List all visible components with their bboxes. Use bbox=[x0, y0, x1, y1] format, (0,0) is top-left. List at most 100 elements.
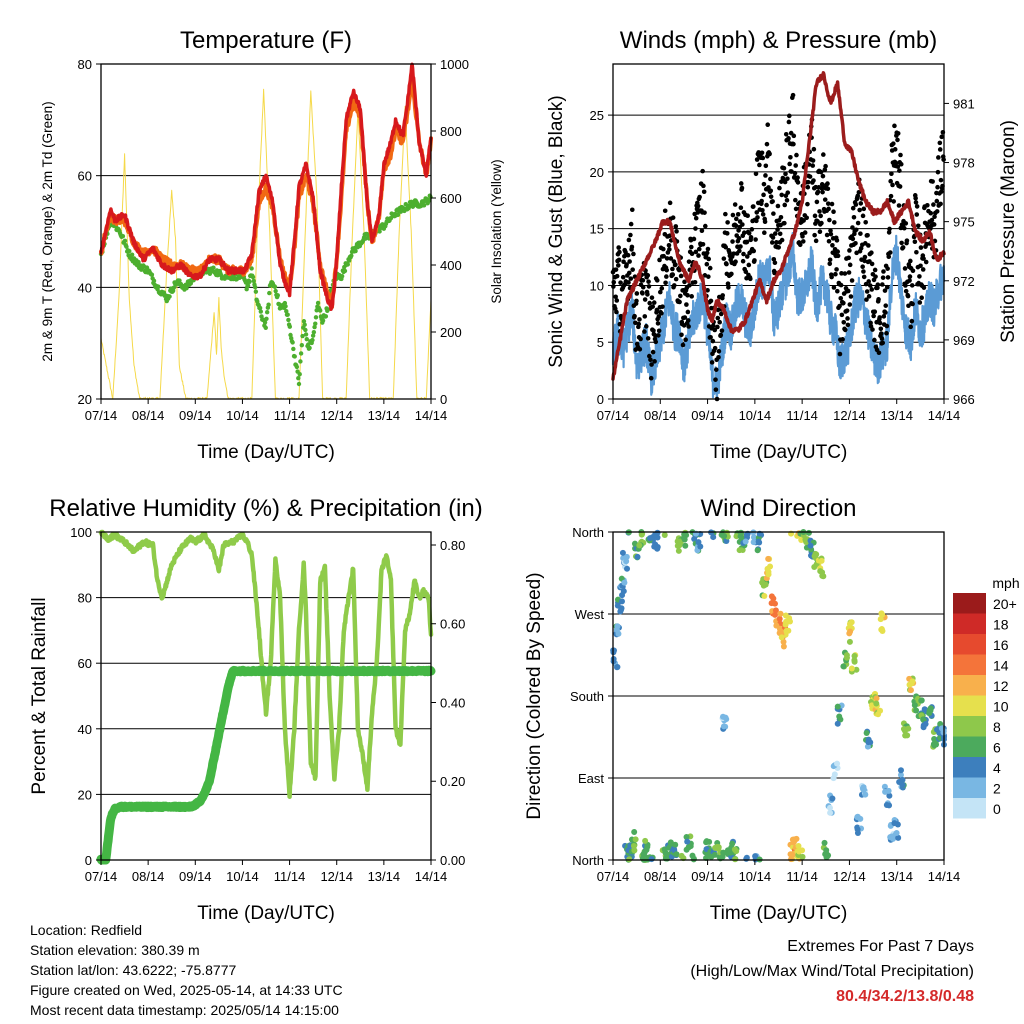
gust-point bbox=[865, 232, 870, 238]
direction-point bbox=[780, 643, 787, 650]
gust-point bbox=[858, 201, 864, 206]
direction-point bbox=[620, 588, 627, 595]
colorbar-tick-label: 20+ bbox=[993, 596, 1017, 612]
colorbar-swatch bbox=[953, 695, 986, 716]
direction-point bbox=[754, 547, 761, 554]
gust-point bbox=[615, 263, 621, 268]
dewpoint-point bbox=[395, 212, 401, 217]
direction-point bbox=[854, 814, 861, 821]
dewpoint-point bbox=[353, 248, 358, 254]
gust-point bbox=[647, 353, 652, 359]
gust-point bbox=[744, 254, 750, 259]
gust-point bbox=[811, 178, 816, 183]
gust-point bbox=[835, 288, 840, 294]
chart-title: Temperature (F) bbox=[180, 27, 352, 54]
direction-point bbox=[683, 833, 690, 840]
dewpoint-point bbox=[307, 345, 312, 351]
dewpoint-point bbox=[294, 364, 300, 370]
gust-point bbox=[779, 192, 785, 198]
y-axis-label: Sonic Wind & Gust (Blue, Black) bbox=[546, 95, 567, 367]
gust-point bbox=[891, 141, 896, 146]
direction-point bbox=[851, 653, 858, 660]
gust-point bbox=[913, 195, 918, 201]
gust-point bbox=[626, 270, 632, 276]
gust-point bbox=[656, 328, 662, 334]
gust-point bbox=[772, 260, 778, 266]
y-tick-label: 40 bbox=[78, 722, 92, 737]
dewpoint-point bbox=[262, 320, 268, 325]
direction-point bbox=[776, 615, 783, 622]
gust-point bbox=[932, 214, 937, 220]
gust-point bbox=[664, 274, 669, 279]
gust-point bbox=[937, 140, 943, 146]
gust-point bbox=[846, 255, 851, 261]
gust-point bbox=[682, 279, 687, 285]
gust-point bbox=[647, 300, 652, 306]
gust-point bbox=[696, 246, 702, 252]
direction-point bbox=[818, 557, 825, 564]
gust-point bbox=[703, 223, 708, 229]
y-right-tick-label: 0.00 bbox=[440, 853, 465, 868]
gust-point bbox=[666, 242, 672, 248]
dewpoint-point bbox=[136, 259, 141, 265]
gust-point bbox=[786, 119, 792, 125]
direction-point bbox=[819, 569, 826, 576]
y-tick-label: 20 bbox=[590, 165, 604, 180]
y-tick-label: 40 bbox=[78, 280, 92, 295]
gust-point bbox=[923, 259, 929, 265]
gust-point bbox=[732, 202, 738, 207]
gust-point bbox=[939, 134, 945, 140]
direction-point bbox=[895, 834, 902, 841]
direction-point bbox=[830, 775, 837, 782]
dewpoint-point bbox=[266, 302, 271, 307]
gust-point bbox=[617, 249, 622, 255]
gust-point bbox=[689, 251, 695, 257]
direction-point bbox=[624, 565, 631, 572]
gust-point bbox=[818, 169, 824, 175]
gust-point bbox=[656, 333, 661, 338]
gust-point bbox=[935, 184, 940, 190]
direction-point bbox=[854, 829, 861, 836]
gust-point bbox=[764, 202, 769, 208]
gust-point bbox=[761, 181, 767, 187]
gust-point bbox=[701, 183, 706, 189]
gust-point bbox=[712, 345, 718, 351]
gust-point bbox=[682, 315, 688, 320]
direction-point bbox=[827, 809, 834, 816]
gust-point bbox=[925, 202, 930, 208]
gust-point bbox=[819, 220, 824, 226]
y-right-tick-label: 0 bbox=[440, 392, 447, 407]
direction-point bbox=[759, 579, 766, 586]
gust-point bbox=[797, 242, 803, 248]
gust-point bbox=[650, 349, 656, 355]
gust-point bbox=[935, 169, 941, 175]
x-axis-label: Time (Day/UTC) bbox=[710, 442, 848, 463]
direction-point bbox=[803, 537, 810, 544]
gust-point bbox=[642, 314, 648, 319]
gust-point bbox=[748, 276, 753, 282]
direction-point bbox=[846, 621, 853, 628]
direction-point bbox=[721, 533, 728, 540]
direction-point bbox=[873, 695, 880, 702]
series-pressure-line bbox=[611, 71, 946, 381]
gust-point bbox=[853, 227, 859, 233]
gust-point bbox=[880, 275, 886, 280]
dewpoint-point bbox=[284, 308, 289, 314]
chart-panel-winds: Winds (mph) & Pressure (mb) Time (Day/UTC… bbox=[546, 27, 1019, 463]
gust-point bbox=[831, 209, 836, 214]
gust-point bbox=[680, 342, 686, 348]
gust-point bbox=[913, 200, 919, 205]
gust-point bbox=[725, 220, 730, 225]
gust-point bbox=[648, 357, 653, 363]
gust-point bbox=[810, 163, 816, 168]
direction-point bbox=[875, 711, 882, 718]
gust-point bbox=[757, 162, 762, 168]
gust-point bbox=[707, 265, 713, 271]
y-tick-label: East bbox=[578, 771, 604, 786]
gust-point bbox=[693, 249, 699, 255]
gust-point bbox=[723, 211, 728, 217]
gust-point bbox=[705, 246, 711, 252]
x-tick-label: 14/14 bbox=[928, 408, 961, 423]
direction-point bbox=[777, 610, 784, 617]
gust-point bbox=[754, 210, 760, 215]
